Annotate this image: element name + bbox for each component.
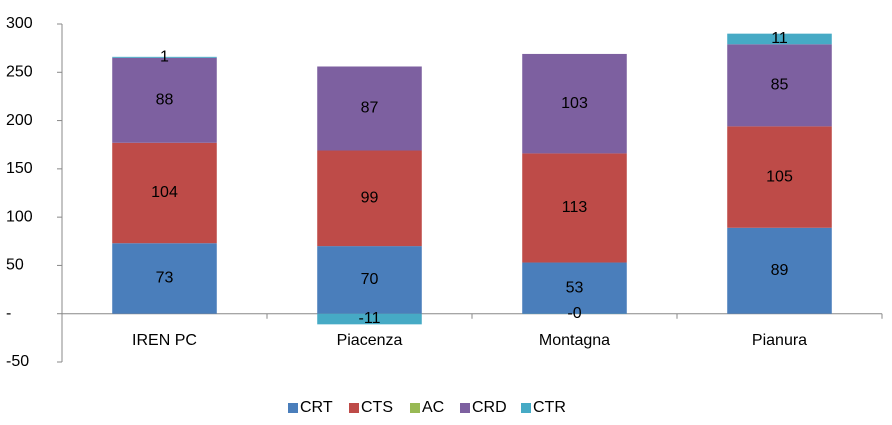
data-label: 85 bbox=[771, 77, 789, 94]
legend-swatch bbox=[410, 403, 420, 413]
data-label: 73 bbox=[156, 270, 174, 287]
legend-swatch bbox=[460, 403, 470, 413]
legend-swatch bbox=[288, 403, 298, 413]
data-label: 11 bbox=[771, 30, 788, 47]
data-label: 87 bbox=[361, 100, 379, 117]
x-tick-label: Pianura bbox=[752, 332, 807, 349]
y-tick-label: 250 bbox=[6, 64, 33, 81]
legend-label: CRT bbox=[300, 399, 333, 416]
data-label: 113 bbox=[562, 199, 588, 216]
y-tick-label: 50 bbox=[6, 257, 24, 274]
legend-label: CRD bbox=[472, 399, 507, 416]
legend-swatch bbox=[349, 403, 359, 413]
x-tick-label: Montagna bbox=[539, 332, 610, 349]
data-label: 104 bbox=[151, 184, 178, 201]
data-label: 1 bbox=[160, 49, 169, 66]
data-label: 105 bbox=[766, 168, 793, 185]
data-label: 99 bbox=[361, 190, 379, 207]
legend-label: CTR bbox=[533, 399, 566, 416]
y-tick-label: 300 bbox=[6, 15, 33, 32]
data-label: -0 bbox=[567, 305, 581, 322]
legend-label: CTS bbox=[361, 399, 393, 416]
y-tick-label: 200 bbox=[6, 112, 33, 129]
legend-label: AC bbox=[422, 399, 444, 416]
data-label: 53 bbox=[566, 279, 584, 296]
data-label: 89 bbox=[771, 262, 789, 279]
x-tick-label: IREN PC bbox=[132, 332, 197, 349]
data-label: 70 bbox=[361, 271, 379, 288]
x-tick-label: Piacenza bbox=[337, 332, 403, 349]
data-label: 103 bbox=[561, 95, 588, 112]
data-label: -11 bbox=[359, 310, 381, 327]
legend-swatch bbox=[521, 403, 531, 413]
y-tick-label: 150 bbox=[6, 160, 33, 177]
y-tick-label: 100 bbox=[6, 208, 33, 225]
y-tick-label: - bbox=[6, 305, 11, 322]
data-label: 88 bbox=[156, 92, 174, 109]
y-tick-label: -50 bbox=[6, 353, 29, 370]
